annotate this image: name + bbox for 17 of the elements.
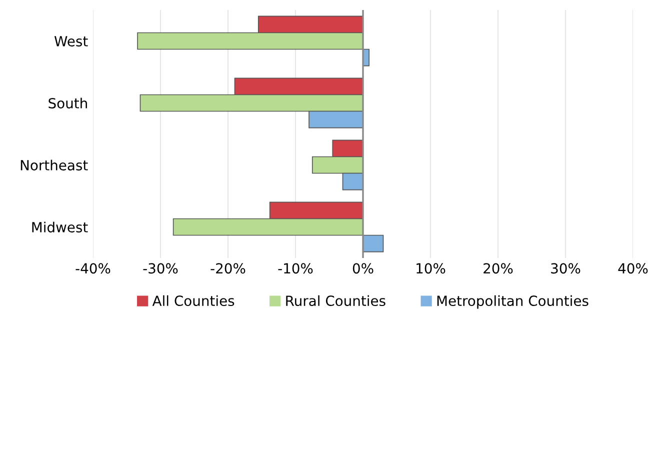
x-tick-label: 40%: [618, 263, 648, 274]
x-tick-label: -30%: [143, 263, 178, 274]
legend-label: Metropolitan Counties: [437, 295, 588, 309]
y-tick-label: Northeast: [20, 160, 88, 170]
x-tick-label: 0%: [352, 263, 374, 274]
x-tick-label: 20%: [484, 263, 513, 274]
y-tick-label: Midwest: [32, 222, 88, 232]
y-tick-label: West: [54, 36, 88, 46]
x-tick-label: 10%: [416, 263, 446, 274]
x-tick-label: -20%: [210, 263, 246, 274]
legend-label: All Counties: [152, 295, 234, 306]
y-tick-label: South: [48, 98, 87, 108]
x-tick-label: -10%: [278, 263, 313, 274]
legend-label: Rural Counties: [286, 295, 386, 306]
x-tick-label: -40%: [76, 263, 110, 274]
bar: [362, 234, 384, 252]
x-tick-label: 30%: [551, 263, 580, 274]
